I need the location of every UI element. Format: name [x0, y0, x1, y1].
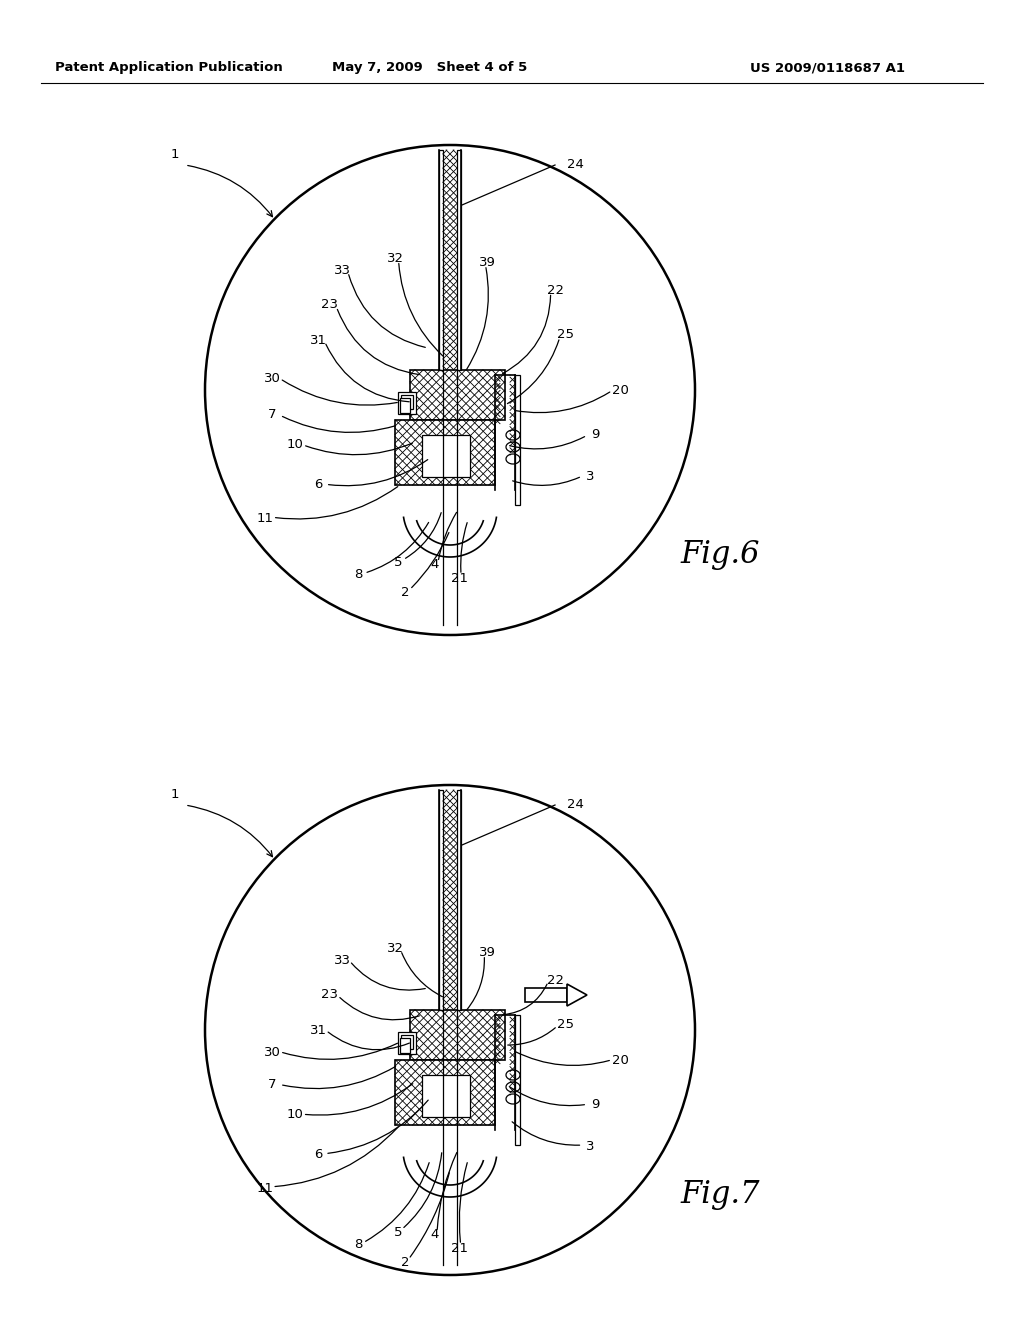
Text: 10: 10 [287, 438, 303, 451]
Text: 6: 6 [313, 479, 323, 491]
Text: US 2009/0118687 A1: US 2009/0118687 A1 [750, 62, 905, 74]
Text: 9: 9 [591, 1098, 599, 1111]
Text: 24: 24 [566, 799, 584, 812]
Bar [515, 1015, 520, 1144]
Text: 32: 32 [386, 941, 403, 954]
Text: 30: 30 [263, 1045, 281, 1059]
Text: 20: 20 [611, 1053, 629, 1067]
Bar [401, 395, 413, 409]
Text: 39: 39 [478, 945, 496, 958]
Text: 23: 23 [322, 989, 339, 1002]
Polygon shape [410, 1010, 505, 1060]
Bar [401, 1035, 413, 1049]
Text: 32: 32 [386, 252, 403, 264]
Bar [439, 789, 443, 1010]
Bar [457, 150, 461, 370]
Text: 30: 30 [263, 371, 281, 384]
Text: 25: 25 [556, 329, 573, 342]
Text: Fig.6: Fig.6 [680, 540, 760, 570]
Bar [439, 150, 443, 370]
Bar [457, 789, 461, 1010]
Bar [422, 1074, 470, 1117]
Bar [398, 392, 416, 414]
Bar [395, 420, 495, 484]
Bar [400, 399, 410, 413]
Text: 4: 4 [431, 1229, 439, 1242]
Text: 25: 25 [556, 1019, 573, 1031]
Text: 20: 20 [611, 384, 629, 396]
Text: 2: 2 [400, 1255, 410, 1269]
Polygon shape [410, 370, 505, 420]
Text: 11: 11 [256, 1181, 273, 1195]
Text: 8: 8 [354, 569, 362, 582]
Text: 3: 3 [586, 1139, 594, 1152]
Text: 31: 31 [309, 334, 327, 346]
Bar [400, 1038, 410, 1053]
Text: 9: 9 [591, 429, 599, 441]
Bar [515, 375, 520, 506]
Text: 10: 10 [287, 1109, 303, 1122]
Text: 4: 4 [431, 558, 439, 572]
Text: 6: 6 [313, 1148, 323, 1162]
Text: 1: 1 [171, 788, 179, 801]
Text: 7: 7 [267, 1078, 276, 1092]
Bar [422, 436, 470, 477]
Text: 8: 8 [354, 1238, 362, 1251]
Text: 21: 21 [452, 572, 469, 585]
Polygon shape [567, 983, 587, 1006]
Text: 33: 33 [334, 264, 350, 276]
Text: Fig.7: Fig.7 [680, 1180, 760, 1210]
Text: 2: 2 [400, 586, 410, 598]
Text: 22: 22 [547, 974, 563, 986]
Text: 21: 21 [452, 1242, 469, 1254]
Text: 22: 22 [547, 284, 563, 297]
Text: 1: 1 [171, 149, 179, 161]
Text: 23: 23 [322, 298, 339, 312]
Text: May 7, 2009   Sheet 4 of 5: May 7, 2009 Sheet 4 of 5 [333, 62, 527, 74]
Bar [398, 1032, 416, 1053]
Text: 7: 7 [267, 408, 276, 421]
Text: 3: 3 [586, 470, 594, 483]
Text: 33: 33 [334, 953, 350, 966]
Text: 11: 11 [256, 511, 273, 524]
Text: 24: 24 [566, 158, 584, 172]
Bar [395, 1060, 495, 1125]
Text: Patent Application Publication: Patent Application Publication [55, 62, 283, 74]
Bar [525, 987, 567, 1002]
Text: 31: 31 [309, 1023, 327, 1036]
Text: 39: 39 [478, 256, 496, 268]
Text: 5: 5 [394, 556, 402, 569]
Text: 5: 5 [394, 1225, 402, 1238]
